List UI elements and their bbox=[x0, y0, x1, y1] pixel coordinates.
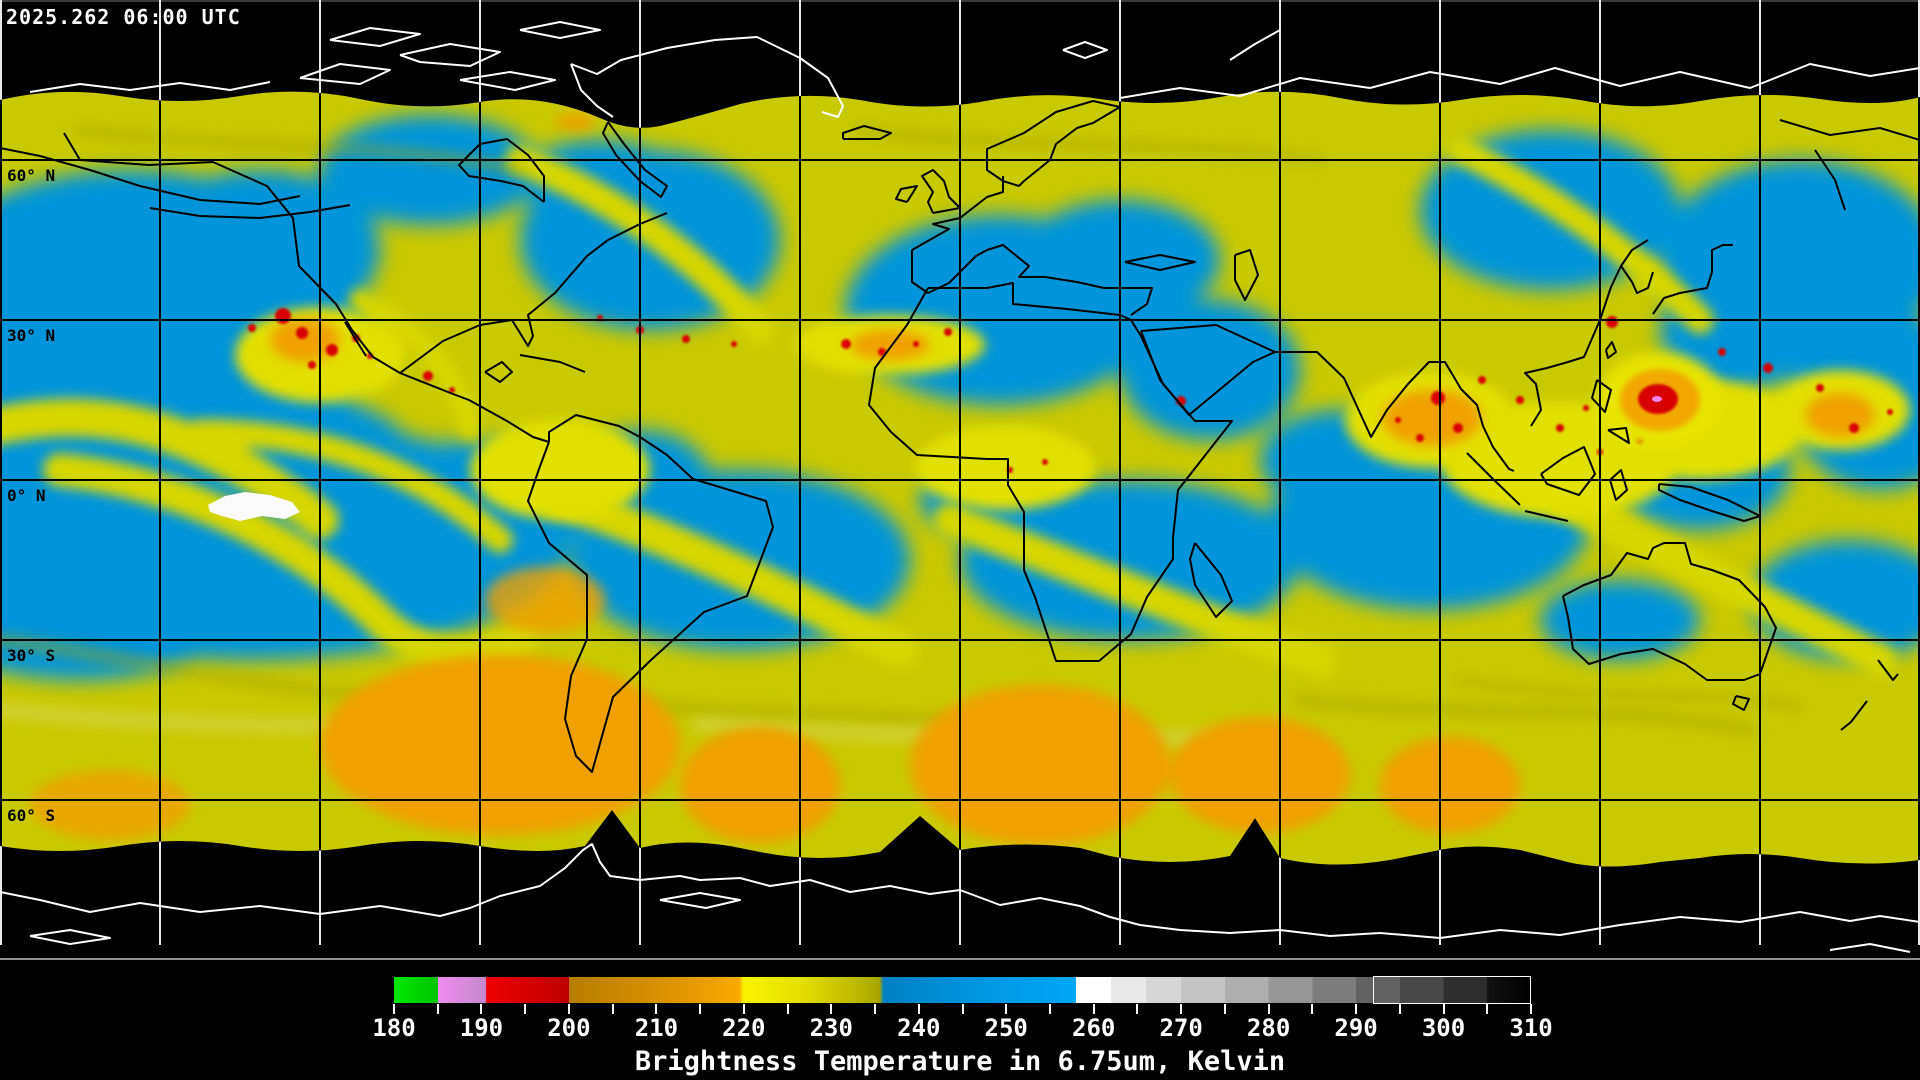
colorbar-tick bbox=[611, 1004, 614, 1014]
colorbar-panel: 180 190 200 210 220 230 240 250 260 270 280 290 300 3… bbox=[0, 958, 1920, 1080]
colorbar-tick-label: 200 bbox=[547, 1014, 591, 1042]
colorbar-tick bbox=[1398, 1004, 1401, 1014]
colorbar-tick-label: 290 bbox=[1334, 1014, 1378, 1042]
colorbar-tick bbox=[567, 1004, 570, 1014]
frontal-cloud-bands bbox=[0, 136, 1897, 677]
colorbar-tick bbox=[480, 1004, 483, 1014]
colorbar-tick bbox=[1267, 1004, 1270, 1014]
colorbar-tick bbox=[1355, 1004, 1358, 1014]
colorbar-tick bbox=[961, 1004, 964, 1014]
colorbar-tick bbox=[393, 1004, 395, 1014]
latitude-label: 30° N bbox=[7, 326, 56, 345]
colorbar-tick-label: 190 bbox=[459, 1014, 504, 1042]
colorbar-tick bbox=[917, 1004, 920, 1014]
colorbar-title: Brightness Temperature in 6.75um, Kelvin bbox=[634, 1046, 1286, 1077]
colorbar-tick-label: 220 bbox=[722, 1014, 766, 1042]
colorbar-tick bbox=[655, 1004, 658, 1014]
latitude-label: 30° S bbox=[7, 646, 56, 665]
latitude-label: 60° N bbox=[7, 166, 56, 185]
cold-cloud-orange bbox=[30, 114, 1875, 845]
colorbar-tick bbox=[742, 1004, 745, 1014]
colorbar-tick bbox=[1048, 1004, 1051, 1014]
colorbar-tick bbox=[699, 1004, 702, 1014]
colorbar-tick-label: 210 bbox=[634, 1014, 679, 1042]
cloud-layer bbox=[0, 91, 1920, 867]
colorbar-tick bbox=[436, 1004, 439, 1014]
colorbar-tick-label: 250 bbox=[984, 1014, 1028, 1042]
colorbar-tick-label: 180 bbox=[372, 1014, 416, 1042]
colorbar-tick bbox=[1092, 1004, 1095, 1014]
colorbar-tick bbox=[830, 1004, 833, 1014]
colorbar-tick-label: 310 bbox=[1509, 1014, 1553, 1042]
typhoon bbox=[1598, 352, 1722, 448]
latitude-label: 0° N bbox=[7, 486, 46, 505]
colorbar-tick-label: 280 bbox=[1246, 1014, 1291, 1042]
colorbar-tick bbox=[1311, 1004, 1314, 1014]
colorbar-tick-label: 270 bbox=[1159, 1014, 1203, 1042]
colorbar-tick bbox=[1005, 1004, 1008, 1014]
coastlines-white bbox=[0, 21, 1920, 953]
colorbar-tick bbox=[874, 1004, 877, 1014]
colorbar-tick-label: 230 bbox=[809, 1014, 853, 1042]
colorbar-tick-label: 300 bbox=[1421, 1014, 1466, 1042]
colorbar-tick bbox=[1530, 1004, 1532, 1014]
coastlines-black bbox=[0, 100, 1920, 773]
colorbar-tick-label: 260 bbox=[1072, 1014, 1116, 1042]
colorbar-tick-label: 240 bbox=[897, 1014, 941, 1042]
latitude-label: 60° S bbox=[7, 806, 56, 825]
world-map bbox=[0, 0, 1920, 953]
colorbar-tick bbox=[1136, 1004, 1139, 1014]
colorbar-tick bbox=[1486, 1004, 1489, 1014]
colorbar-tick bbox=[1442, 1004, 1445, 1014]
colorbar-tick bbox=[524, 1004, 527, 1014]
colorbar-tick bbox=[1223, 1004, 1226, 1014]
colorbar-tick bbox=[1180, 1004, 1183, 1014]
warm-white-patch bbox=[208, 492, 300, 521]
timestamp: 2025.262 06:00 UTC bbox=[6, 5, 241, 29]
colorbar bbox=[394, 977, 1531, 1003]
colorbar-tick bbox=[786, 1004, 789, 1014]
